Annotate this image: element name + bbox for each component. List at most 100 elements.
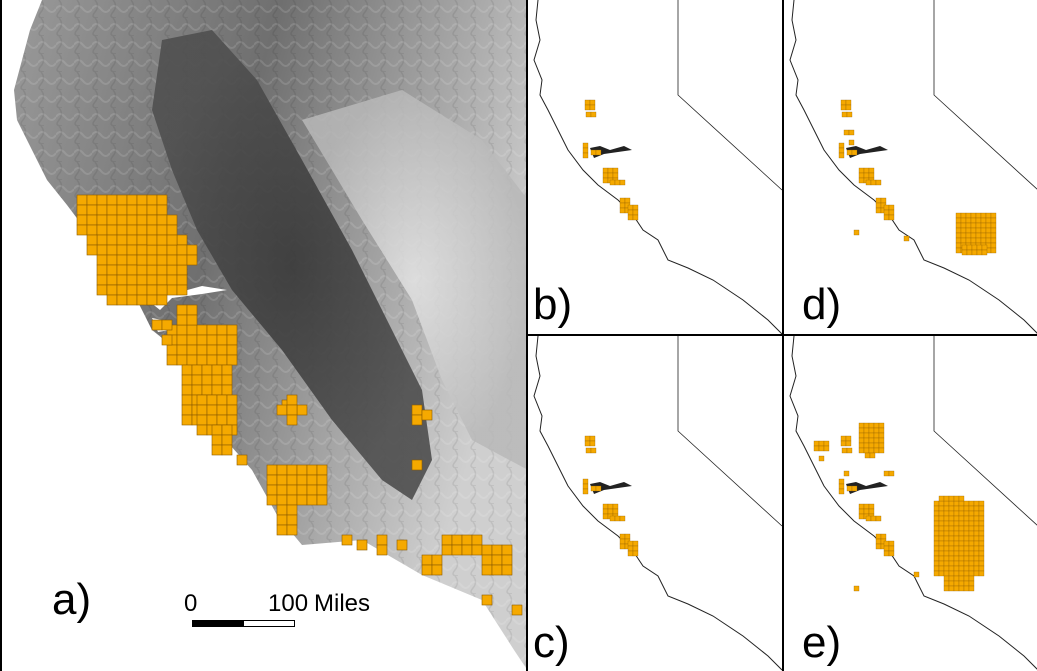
- occurrence-cell: [146, 194, 158, 206]
- occurrence-cell: [156, 264, 168, 276]
- occurrence-cell: [948, 585, 955, 592]
- occurrence-cell: [883, 214, 890, 221]
- occurrence-cell: [156, 274, 168, 286]
- occurrence-cell: [126, 254, 138, 266]
- occurrence-cell: [955, 217, 962, 224]
- occurrence-cell: [960, 227, 967, 234]
- occurrence-cell: [590, 447, 597, 454]
- occurrence-cell: [176, 274, 188, 286]
- occurrence-cell: [216, 344, 228, 356]
- occurrence-cell: [602, 503, 609, 510]
- occurrence-cell: [146, 294, 158, 306]
- occurrence-cell: [968, 575, 975, 582]
- occurrence-cell: [116, 214, 128, 226]
- occurrence-cell: [166, 344, 178, 356]
- occurrence-cell: [614, 515, 621, 522]
- occurrence-cell: [126, 294, 138, 306]
- occurrence-cell: [943, 505, 950, 512]
- occurrence-cell: [813, 440, 820, 447]
- occurrence-cell: [875, 543, 882, 550]
- map-panel-c: c): [528, 336, 784, 671]
- occurrence-cell: [584, 104, 591, 111]
- occurrence-cell: [948, 560, 955, 567]
- occurrence-cell: [136, 254, 148, 266]
- state-outline: [533, 336, 782, 671]
- occurrence-cell: [933, 550, 940, 557]
- occurrence-cell: [411, 414, 423, 426]
- occurrence-cell: [863, 508, 870, 515]
- occurrence-cell: [963, 530, 970, 537]
- coastline: [533, 336, 782, 671]
- occurrence-cell: [948, 550, 955, 557]
- occurrence-cell: [296, 474, 308, 486]
- occurrence-cell: [86, 214, 98, 226]
- occurrence-cell: [96, 204, 108, 216]
- occurrence-cell: [296, 404, 308, 416]
- occurrence-cell: [963, 520, 970, 527]
- occurrence-cell: [585, 111, 592, 118]
- occurrence-cell: [948, 555, 955, 562]
- occurrence-cell: [943, 545, 950, 552]
- occurrence-cell: [306, 494, 318, 506]
- occurrence-cell: [938, 505, 945, 512]
- occurrence-cell: [166, 244, 178, 256]
- occurrence-cell: [968, 525, 975, 532]
- occurrence-cell: [216, 404, 228, 416]
- occurrence-cell: [973, 555, 980, 562]
- occurrence-cell: [841, 447, 848, 454]
- occurrence-cell: [873, 422, 880, 429]
- occurrence-cell: [938, 555, 945, 562]
- occurrence-cell: [206, 334, 218, 346]
- occurrence-cell: [888, 209, 895, 216]
- occurrence-cell: [196, 344, 208, 356]
- occurrence-cell: [938, 545, 945, 552]
- occurrence-cell: [96, 244, 108, 256]
- panel-label-c: c): [533, 618, 570, 667]
- occurrence-cell: [953, 530, 960, 537]
- occurrence-cell: [176, 354, 188, 366]
- occurrence-cell: [863, 437, 870, 444]
- occurrence-cell: [106, 274, 118, 286]
- occurrence-cell: [978, 560, 985, 567]
- occurrence-cell: [888, 214, 895, 221]
- state-border: [677, 336, 782, 527]
- occurrence-cell: [863, 503, 870, 510]
- occurrence-cell: [211, 384, 223, 396]
- occurrence-cell: [619, 533, 626, 540]
- occurrence-cell: [106, 284, 118, 296]
- occurrence-cell: [955, 237, 962, 244]
- occurrence-cell: [116, 224, 128, 236]
- occurrence-cell: [411, 459, 423, 471]
- occurrence-cell: [376, 534, 388, 546]
- map-panel-d: d): [784, 0, 1037, 336]
- occurrence-cell: [276, 464, 288, 476]
- occurrence-cell: [106, 294, 118, 306]
- occurrence-cell: [221, 374, 233, 386]
- occurrence-cell: [106, 214, 118, 226]
- occurrence-cell: [186, 354, 198, 366]
- occurrence-cell: [973, 570, 980, 577]
- occurrence-cell: [146, 224, 158, 236]
- occurrence-cell: [86, 244, 98, 256]
- occurrence-cell: [970, 237, 977, 244]
- occurrence-cell: [191, 364, 203, 376]
- occurrence-cell: [266, 484, 278, 496]
- occurrence-cell: [968, 520, 975, 527]
- occurrence-cell: [968, 580, 975, 587]
- occurrence-cell: [985, 222, 992, 229]
- occurrence-cell: [868, 508, 875, 515]
- occurrence-cell: [582, 147, 589, 154]
- occurrence-cell: [356, 539, 368, 551]
- occurrence-cell: [878, 422, 885, 429]
- occurrence-cell: [221, 434, 233, 446]
- occurrence-cell: [933, 525, 940, 532]
- occurrence-cell: [146, 234, 158, 246]
- occurrence-cell: [481, 594, 493, 606]
- occurrence-cell: [943, 575, 950, 582]
- occurrence-cell: [963, 515, 970, 522]
- occurrence-cell: [883, 545, 890, 552]
- occurrence-cell: [627, 209, 634, 216]
- occurrence-cell: [276, 404, 288, 416]
- occurrence-grid-e: [813, 422, 985, 592]
- occurrence-cell: [602, 167, 609, 174]
